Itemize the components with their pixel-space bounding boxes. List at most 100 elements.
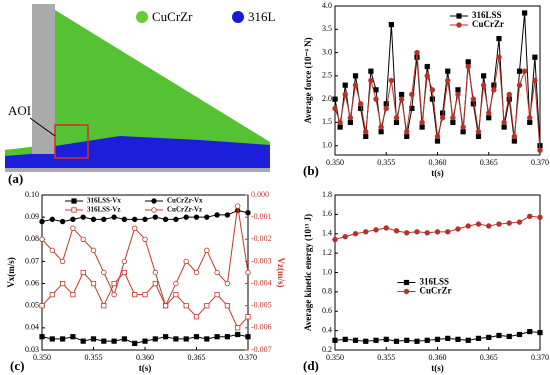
y-tick-label: 1.8 [322,190,332,199]
marker [409,91,415,98]
marker [224,280,231,287]
marker [173,216,179,223]
marker [445,68,451,74]
marker [224,334,230,340]
marker [121,258,128,265]
marker [49,292,55,298]
marker [465,63,471,70]
marker [434,138,441,144]
y-tick-label: 0.03 [25,345,39,354]
marker [393,115,400,121]
marker [183,336,189,342]
marker [142,338,148,344]
marker [214,292,220,298]
x-axis-label: t(s) [431,363,444,373]
y-tick-label: 0.2 [322,345,332,354]
marker [337,124,343,130]
y-tick-label: 2.5 [322,71,332,80]
marker [368,68,374,74]
marker [537,147,543,154]
marker [537,329,543,336]
y-tick-label: 0.8 [322,287,332,296]
legend-label: 316LSS [420,277,450,287]
marker [332,96,338,102]
marker [516,331,523,338]
marker [342,233,348,240]
marker [501,119,507,126]
x-tick-label: 0.365 [480,158,498,167]
marker [152,269,158,276]
series-line [334,12,541,146]
marker [357,101,364,107]
marker [245,269,251,276]
marker [121,336,127,342]
x-axis-label: t(s) [139,363,152,373]
marker [214,334,220,340]
marker [475,335,482,341]
marker [70,216,76,223]
y-tick-label: 0.07 [25,256,39,265]
marker [352,82,359,88]
marker [475,221,482,227]
marker [480,82,487,88]
marker [337,119,343,126]
marker [522,10,528,16]
marker [434,229,441,235]
y-tick-label: 0.06 [25,278,39,287]
panel-label: (a) [8,171,23,186]
y2-tick-label: 0.000 [251,190,269,199]
legend-label: CuCrZr [420,286,452,296]
marker [121,216,128,223]
wall [32,4,55,154]
marker [152,214,158,220]
marker [59,218,66,225]
marker [193,314,200,320]
marker [183,214,189,220]
marker [332,105,338,112]
marker [214,212,220,218]
marker [496,221,502,227]
legend-label: CuCrZr [152,9,193,24]
marker [516,68,523,74]
marker [516,82,523,88]
marker [142,216,148,223]
marker [183,303,189,309]
legend-label: 316LSS-Vx [87,197,121,205]
y-tick-label: 4.0 [322,1,332,10]
marker [424,337,430,343]
panel-label: (d) [303,358,319,373]
marker [388,22,394,28]
y2-tick-label: -0.006 [251,323,272,332]
marker [101,269,107,276]
legend-marker [456,22,462,28]
legend-marker [151,207,157,213]
marker [424,73,430,79]
marker [419,119,425,126]
legend-marker [403,288,410,295]
y-tick-label: 1.2 [322,248,332,257]
y-tick-label: 3.0 [322,47,332,56]
marker [363,338,369,344]
marker [193,269,200,276]
marker [235,325,241,331]
marker [90,280,97,287]
x-tick-label: 0.355 [377,353,395,362]
marker [162,216,169,223]
marker [506,220,512,226]
marker [363,133,369,139]
marker [470,96,477,102]
marker [450,115,456,121]
y-tick-label: 1.0 [322,267,332,276]
marker [101,216,107,223]
marker [342,82,348,88]
x-tick-label: 0.370 [239,353,257,362]
y-tick-label: 1.0 [322,141,332,150]
x-tick-label: 0.370 [531,353,549,362]
marker [193,334,200,340]
marker [388,77,395,84]
marker [439,115,446,121]
y-tick-label: 0.05 [25,301,39,310]
marker [527,119,533,126]
marker [173,336,179,342]
x-tick-label: 0.350 [326,353,344,362]
